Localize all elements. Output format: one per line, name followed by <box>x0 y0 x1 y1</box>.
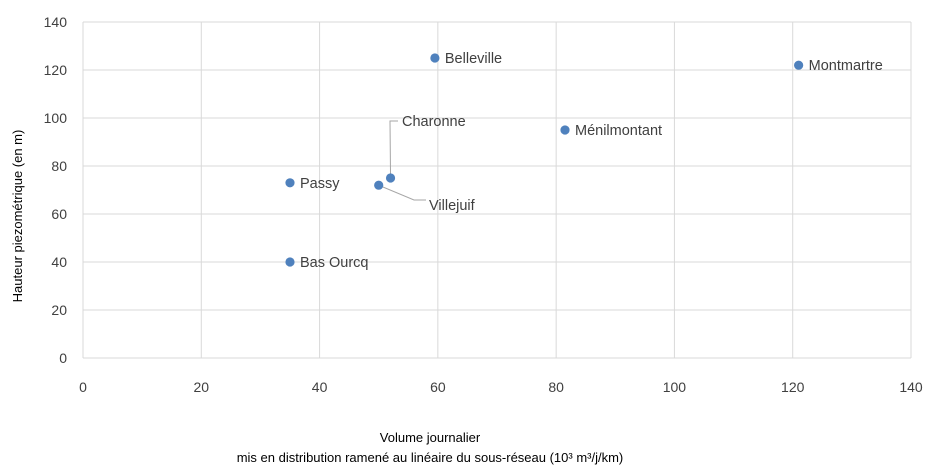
point-label: Villejuif <box>429 198 476 214</box>
data-points <box>285 53 804 267</box>
y-tick-label: 20 <box>51 302 67 318</box>
x-tick-label: 20 <box>193 379 209 395</box>
x-axis-title-line1: Volume journalier <box>380 430 481 445</box>
x-axis-title-line2: mis en distribution ramené au linéaire d… <box>237 450 624 465</box>
x-tick-label: 60 <box>430 379 446 395</box>
point-label: Ménilmontant <box>575 123 662 139</box>
x-tick-label: 40 <box>312 379 328 395</box>
leader-line <box>389 120 398 179</box>
data-point <box>285 257 295 267</box>
point-label: Montmartre <box>809 58 883 74</box>
y-tick-label: 100 <box>44 110 68 126</box>
y-tick-label: 60 <box>51 206 67 222</box>
x-tick-label: 80 <box>548 379 564 395</box>
point-label: Bas Ourcq <box>300 255 369 271</box>
y-axis-title: Hauteur piezométrique (en m) <box>10 130 25 303</box>
y-tick-label: 0 <box>59 350 67 366</box>
data-point <box>374 180 384 190</box>
x-tick-label: 120 <box>781 379 805 395</box>
point-label: Charonne <box>402 114 466 130</box>
leader-lines <box>378 120 426 201</box>
x-tick-label: 140 <box>899 379 923 395</box>
y-tick-label: 140 <box>44 14 68 30</box>
point-label: Passy <box>300 176 340 192</box>
y-tick-label: 80 <box>51 158 67 174</box>
y-tick-label: 40 <box>51 254 67 270</box>
leader-line <box>378 184 426 201</box>
data-point <box>385 173 396 183</box>
x-tick-labels: 0 20 40 60 80 100 120 140 <box>79 379 923 395</box>
point-labels: Belleville Montmartre Ménilmontant Charonne… <box>300 51 883 271</box>
x-tick-label: 0 <box>79 379 87 395</box>
data-point <box>794 60 804 70</box>
y-tick-labels: 0 20 40 60 80 100 120 140 <box>44 14 68 366</box>
data-point <box>430 53 440 63</box>
point-label: Belleville <box>445 51 502 67</box>
x-tick-label: 100 <box>663 379 687 395</box>
data-point <box>560 125 570 135</box>
grid-lines <box>82 21 912 359</box>
y-tick-label: 120 <box>44 62 68 78</box>
data-point <box>285 178 295 188</box>
